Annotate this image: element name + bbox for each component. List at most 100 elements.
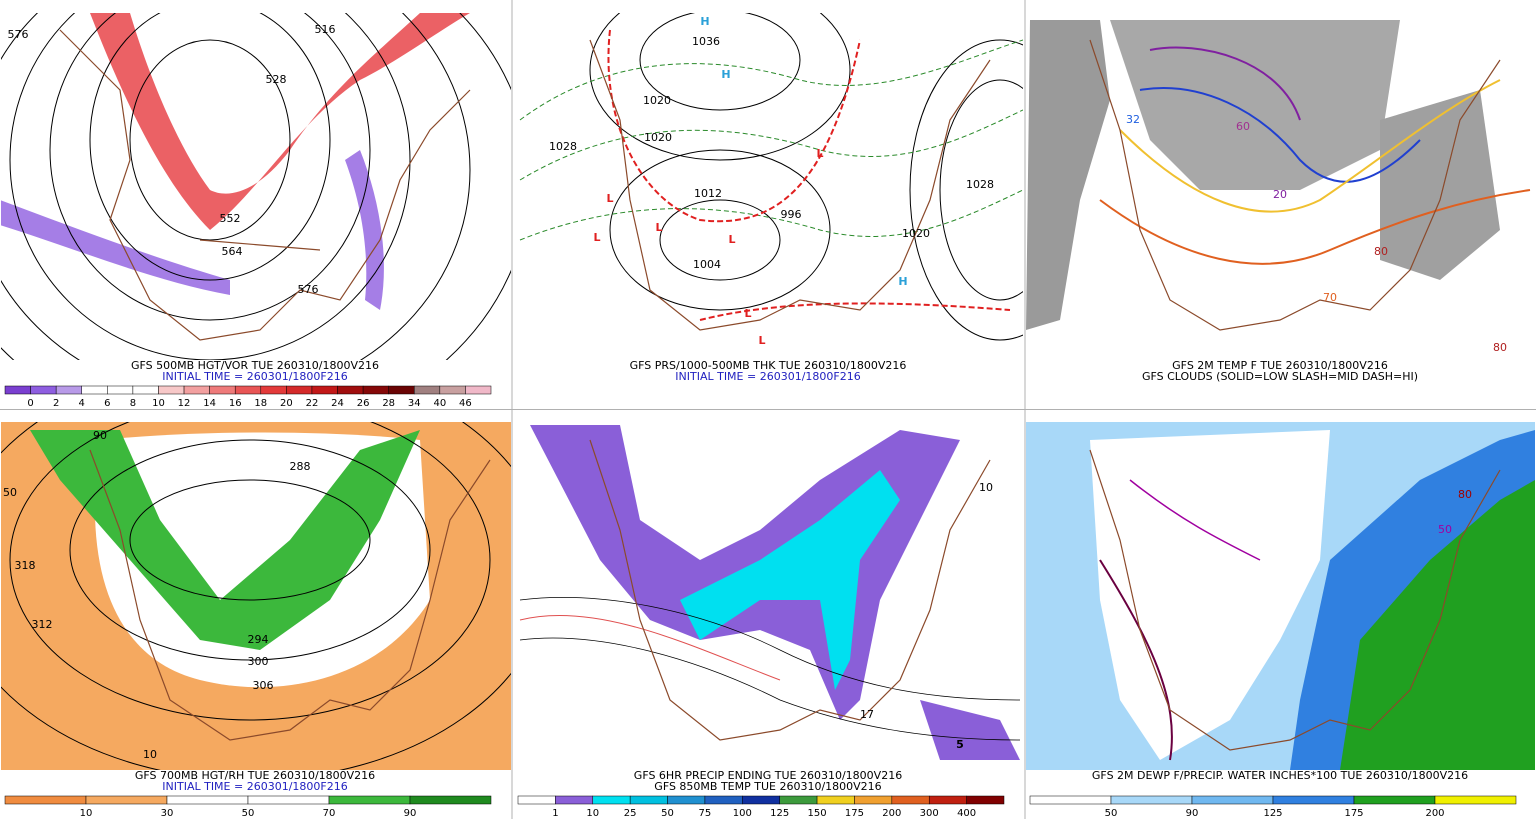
- contour-label: 294: [248, 633, 269, 646]
- map-pressure: [513, 13, 1023, 360]
- colorbar-label: 14: [203, 398, 216, 409]
- colorbar-label: 24: [331, 398, 344, 409]
- colorbar-label: 150: [808, 808, 827, 819]
- colorbar-label: 4: [79, 398, 85, 409]
- colorbar-label: 12: [178, 398, 191, 409]
- caption: INITIAL TIME = 260301/1800F216: [162, 780, 347, 793]
- colorbar-box: [667, 795, 706, 805]
- colorbar-label: 1: [552, 808, 558, 819]
- colorbar-box: [166, 795, 249, 805]
- colorbar-label: 400: [957, 808, 976, 819]
- colorbar-box: [388, 385, 415, 395]
- colorbar-box: [555, 795, 594, 805]
- map-700mb: [1, 422, 511, 770]
- caption: GFS 850MB TEMP TUE 260310/1800V216: [654, 780, 881, 793]
- colorbar-label: 90: [404, 808, 417, 819]
- contour-label: 318: [15, 559, 36, 572]
- contour-label: 17: [860, 708, 874, 721]
- colorbar-label: 2: [53, 398, 59, 409]
- colorbar-label: 22: [306, 398, 319, 409]
- contour-label: 50: [3, 486, 17, 499]
- caption: INITIAL TIME = 260301/1800F216: [675, 370, 860, 383]
- colorbar-box: [517, 795, 556, 805]
- caption: GFS PRS/1000-500MB THK TUE 260310/1800V2…: [630, 359, 907, 372]
- contour-label: 564: [222, 245, 243, 258]
- caption: GFS 2M DEWP F/PRECIP. WATER INCHES*100 T…: [1092, 769, 1468, 782]
- colorbar-box: [1110, 795, 1193, 805]
- pressure-center: L: [728, 233, 735, 246]
- colorbar-label: 90: [1186, 808, 1199, 819]
- colorbar-box: [1353, 795, 1436, 805]
- caption: GFS 700MB HGT/RH TUE 260310/1800V216: [135, 769, 375, 782]
- colorbar-box: [183, 385, 210, 395]
- colorbar-label: 10: [152, 398, 165, 409]
- contour-label: 50: [1438, 523, 1452, 536]
- contour-label: 1036: [692, 35, 720, 48]
- colorbar-label: 28: [382, 398, 395, 409]
- colorbar-box: [779, 795, 818, 805]
- colorbar-label: 10: [80, 808, 93, 819]
- colorbar-box: [4, 385, 31, 395]
- colorbar-box: [260, 385, 287, 395]
- colorbar-box: [966, 795, 1005, 805]
- colorbar-label: 50: [1105, 808, 1118, 819]
- colorbar-label: 75: [699, 808, 712, 819]
- pressure-center: L: [655, 221, 662, 234]
- caption: GFS 6HR PRECIP ENDING TUE 260310/1800V21…: [634, 769, 902, 782]
- colorbar-label: 70: [323, 808, 336, 819]
- pressure-center: L: [744, 307, 751, 320]
- pressure-center: L: [606, 192, 613, 205]
- colorbar-label: 26: [357, 398, 370, 409]
- colorbar-box: [247, 795, 330, 805]
- caption: GFS 2M TEMP F TUE 260310/1800V216: [1172, 359, 1388, 372]
- contour-label: 80: [1493, 341, 1507, 354]
- colorbar-box: [4, 795, 87, 805]
- colorbar-box: [629, 795, 668, 805]
- colorbar-label: 200: [1425, 808, 1444, 819]
- caption: GFS CLOUDS (SOLID=LOW SLASH=MID DASH=HI): [1142, 370, 1418, 383]
- colorbar-box: [132, 385, 159, 395]
- colorbar-box: [928, 795, 967, 805]
- contour-label: 10: [979, 481, 993, 494]
- colorbar-label: 50: [661, 808, 674, 819]
- colorbar-label: 300: [920, 808, 939, 819]
- contour-label: 1020: [644, 131, 672, 144]
- colorbar-label: 25: [624, 808, 637, 819]
- map-precip: [513, 422, 1023, 770]
- colorbar-label: 125: [1263, 808, 1282, 819]
- colorbar-label: 34: [408, 398, 421, 409]
- colorbar-box: [209, 385, 236, 395]
- map-temp: [1026, 13, 1535, 360]
- colorbar-box: [107, 385, 134, 395]
- contour-label: 576: [298, 283, 319, 296]
- colorbar-box: [816, 795, 855, 805]
- contour-label: 70: [1323, 291, 1337, 304]
- contour-label: 552: [220, 212, 241, 225]
- contour-label: 1020: [643, 94, 671, 107]
- colorbar-label: 6: [104, 398, 110, 409]
- map-500mb: [1, 13, 511, 360]
- colorbar-box: [1029, 795, 1112, 805]
- colorbar-label: 175: [1344, 808, 1363, 819]
- contour-label: 1004: [693, 258, 721, 271]
- colorbar-box: [30, 385, 57, 395]
- colorbar-box: [362, 385, 389, 395]
- pressure-center: L: [758, 334, 765, 347]
- colorbar-label: 0: [27, 398, 33, 409]
- colorbar-box: [854, 795, 893, 805]
- colorbar-box: [592, 795, 631, 805]
- colorbar-label: 100: [733, 808, 752, 819]
- colorbar-box: [409, 795, 492, 805]
- contour-label: 576: [8, 28, 29, 41]
- colorbar-box: [234, 385, 262, 395]
- contour-label: 32: [1126, 113, 1140, 126]
- contour-label: 1020: [902, 227, 930, 240]
- colorbar-label: 125: [770, 808, 789, 819]
- contour-label: 80: [1374, 245, 1388, 258]
- colorbar-label: 16: [229, 398, 242, 409]
- pressure-center: L: [816, 147, 823, 160]
- colorbar-label: 10: [586, 808, 599, 819]
- colorbar-box: [704, 795, 743, 805]
- annotations: GFS 500MB HGT/VOR TUE 260310/1800V216INI…: [3, 15, 1517, 819]
- colorbar-box: [1434, 795, 1517, 805]
